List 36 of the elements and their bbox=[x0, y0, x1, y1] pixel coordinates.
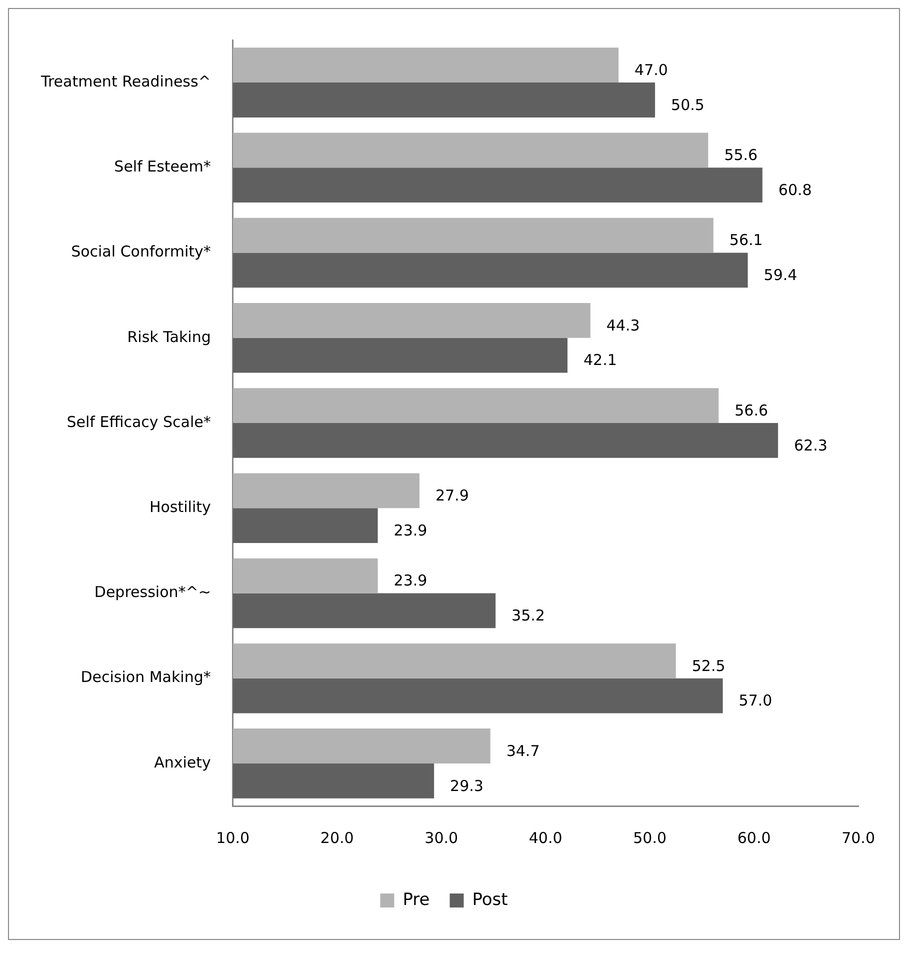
y-tick-label: Treatment Readiness^ bbox=[40, 72, 211, 90]
data-label: 60.8 bbox=[778, 181, 812, 200]
x-tick-label: 10.0 bbox=[216, 828, 250, 847]
data-label: 35.2 bbox=[512, 606, 545, 625]
y-tick-label: Depression*^~ bbox=[94, 583, 211, 602]
data-label: 27.9 bbox=[435, 486, 469, 505]
y-tick-label: Anxiety bbox=[154, 753, 211, 772]
legend-label: Pre bbox=[402, 890, 430, 910]
data-label: 47.0 bbox=[634, 61, 668, 79]
x-tick-label: 50.0 bbox=[633, 828, 667, 847]
data-label: 57.0 bbox=[738, 692, 772, 710]
x-tick-label: 60.0 bbox=[737, 828, 771, 847]
y-tick-label: Decision Making* bbox=[80, 668, 212, 686]
data-label: 56.1 bbox=[729, 231, 763, 250]
data-label: 23.9 bbox=[394, 521, 428, 540]
data-label: 34.7 bbox=[506, 742, 540, 760]
data-label: 42.1 bbox=[583, 351, 617, 370]
y-tick-label: Social Conformity* bbox=[71, 242, 212, 261]
legend-label: Post bbox=[472, 890, 508, 910]
data-label: 44.3 bbox=[606, 316, 640, 334]
x-tick-label: 30.0 bbox=[424, 828, 458, 847]
data-label: 55.6 bbox=[724, 146, 758, 164]
y-tick-label: Self Esteem* bbox=[114, 158, 212, 176]
data-label: 23.9 bbox=[394, 572, 428, 590]
y-tick-label: Hostility bbox=[149, 498, 211, 516]
data-label: 62.3 bbox=[794, 436, 828, 454]
data-label: 29.3 bbox=[450, 776, 484, 795]
data-label: 50.5 bbox=[671, 96, 704, 114]
x-tick-label: 70.0 bbox=[842, 828, 876, 847]
y-tick-label: Risk Taking bbox=[127, 328, 211, 346]
data-label: 59.4 bbox=[764, 266, 798, 284]
x-tick-label: 40.0 bbox=[528, 828, 562, 847]
x-tick-label: 20.0 bbox=[320, 828, 354, 847]
data-label: 52.5 bbox=[692, 656, 726, 675]
data-label: 56.6 bbox=[734, 401, 768, 420]
y-tick-label: Self Efficacy Scale* bbox=[66, 412, 212, 431]
